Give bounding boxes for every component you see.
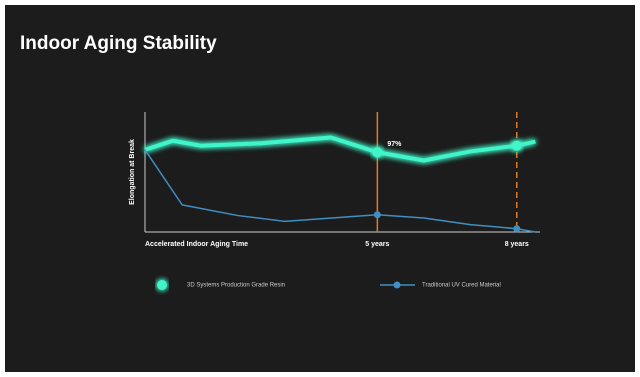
legend-label: Traditional UV Cured Material xyxy=(422,283,501,289)
y-axis-label: Elongation at Break xyxy=(129,139,136,205)
slide-background xyxy=(5,5,635,372)
point-marker xyxy=(513,225,521,233)
series-line xyxy=(144,135,536,163)
value-label: 97% xyxy=(387,141,402,148)
legend-marker xyxy=(393,281,401,289)
legend-marker xyxy=(157,280,167,290)
point-marker xyxy=(511,140,522,151)
legend-label: 3D Systems Production Grade Resin xyxy=(187,283,285,289)
point-marker xyxy=(373,211,381,219)
x-axis-label: Accelerated Indoor Aging Time xyxy=(145,241,248,248)
point-marker xyxy=(372,147,383,158)
x-tick-label: 8 years xyxy=(505,241,529,248)
x-tick-label: 5 years xyxy=(365,241,389,248)
chart-title: Indoor Aging Stability xyxy=(20,33,217,54)
